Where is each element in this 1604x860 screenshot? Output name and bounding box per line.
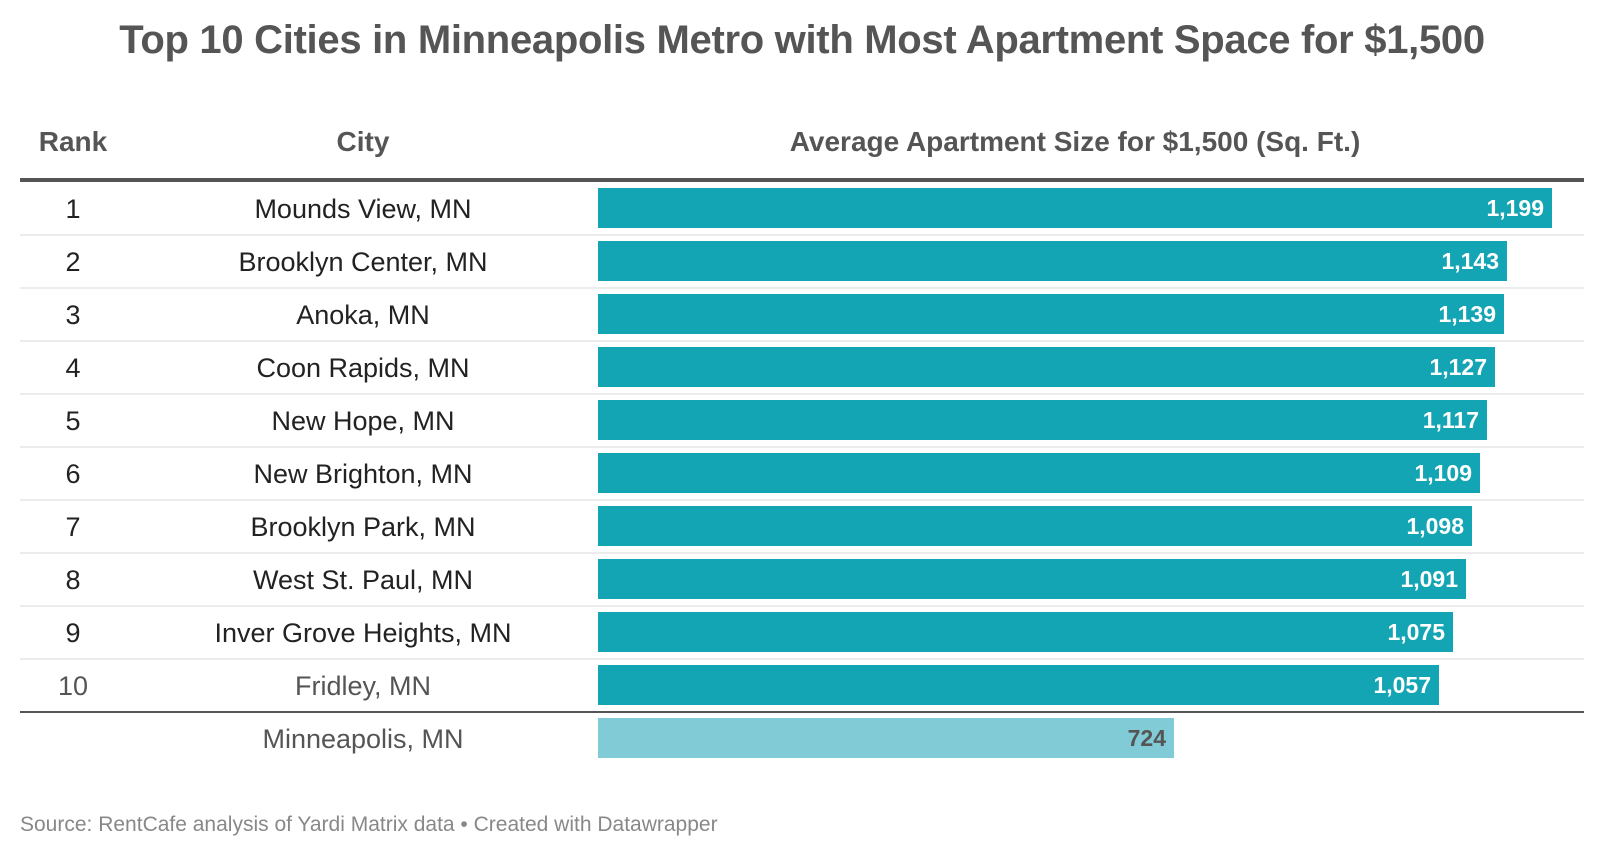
header-city: City [336,126,390,157]
rank-cell: 6 [65,459,81,489]
reference-bar: 724 [598,718,1174,758]
bar: 1,091 [598,559,1466,599]
city-cell: Anoka, MN [296,300,430,330]
city-cell: New Brighton, MN [253,459,473,489]
city-cell: Brooklyn Center, MN [238,247,488,277]
city-cell: Mounds View, MN [254,194,472,224]
bar: 1,139 [598,294,1504,334]
city-cell: Brooklyn Park, MN [250,512,476,542]
city-cell: Inver Grove Heights, MN [214,618,512,648]
rank-cell: 10 [57,671,89,701]
city-cell: New Hope, MN [271,406,455,436]
rank-cell: 3 [65,300,81,330]
source-note: Source: RentCafe analysis of Yardi Matri… [20,813,718,836]
bar: 1,143 [598,241,1507,281]
rank-cell: 9 [65,618,81,648]
bar-value-label: 1,075 [1387,619,1445,645]
rank-cell: 8 [65,565,81,595]
bar-value-label: 1,109 [1414,460,1472,486]
bar: 1,127 [598,347,1495,387]
bar: 1,057 [598,665,1439,705]
bar: 1,117 [598,400,1487,440]
table-row: 9 Inver Grove Heights, MN 1,075 [20,606,1584,660]
rank-cell: 1 [65,194,81,224]
bar-value-label: 1,127 [1429,354,1487,380]
rank-cell: 2 [65,247,81,277]
bar-value-label: 1,199 [1486,195,1544,221]
bar-value-label: 1,091 [1400,566,1458,592]
table-row: 2 Brooklyn Center, MN 1,143 [20,235,1584,289]
header-rank: Rank [38,126,108,157]
bar-value-label: 1,098 [1406,513,1464,539]
table-row: 7 Brooklyn Park, MN 1,098 [20,500,1584,554]
rank-cell: 7 [65,512,81,542]
bar: 1,109 [598,453,1480,493]
table-row: 1 Mounds View, MN 1,199 [20,182,1584,236]
table-row: 4 Coon Rapids, MN 1,127 [20,341,1584,395]
rank-cell: 4 [65,353,81,383]
header-value: Average Apartment Size for $1,500 (Sq. F… [789,126,1361,157]
header-divider [20,178,1584,182]
bar: 1,075 [598,612,1453,652]
reference-row: Minneapolis, MN 724 [20,712,1584,766]
table-row: 3 Anoka, MN 1,139 [20,288,1584,342]
bar-value-label: 1,057 [1373,672,1431,698]
bar: 1,199 [598,188,1552,228]
table-row: 8 West St. Paul, MN 1,091 [20,553,1584,607]
reference-divider [20,711,1584,713]
chart-title: Top 10 Cities in Minneapolis Metro with … [119,18,1485,62]
city-cell: Minneapolis, MN [262,724,464,754]
bar: 1,098 [598,506,1472,546]
rank-cell: 5 [65,406,81,436]
bar-value-label: 1,143 [1441,248,1499,274]
bar-value-label: 1,139 [1438,301,1496,327]
bar-value-label: 724 [1127,725,1166,751]
city-cell: West St. Paul, MN [252,565,474,595]
city-cell: Coon Rapids, MN [256,353,470,383]
bar-value-label: 1,117 [1422,407,1479,433]
table-row: 5 New Hope, MN 1,117 [20,394,1584,448]
table-row: 10 Fridley, MN 1,057 [20,659,1584,713]
city-cell: Fridley, MN [294,671,431,701]
table-row: 6 New Brighton, MN 1,109 [20,447,1584,501]
